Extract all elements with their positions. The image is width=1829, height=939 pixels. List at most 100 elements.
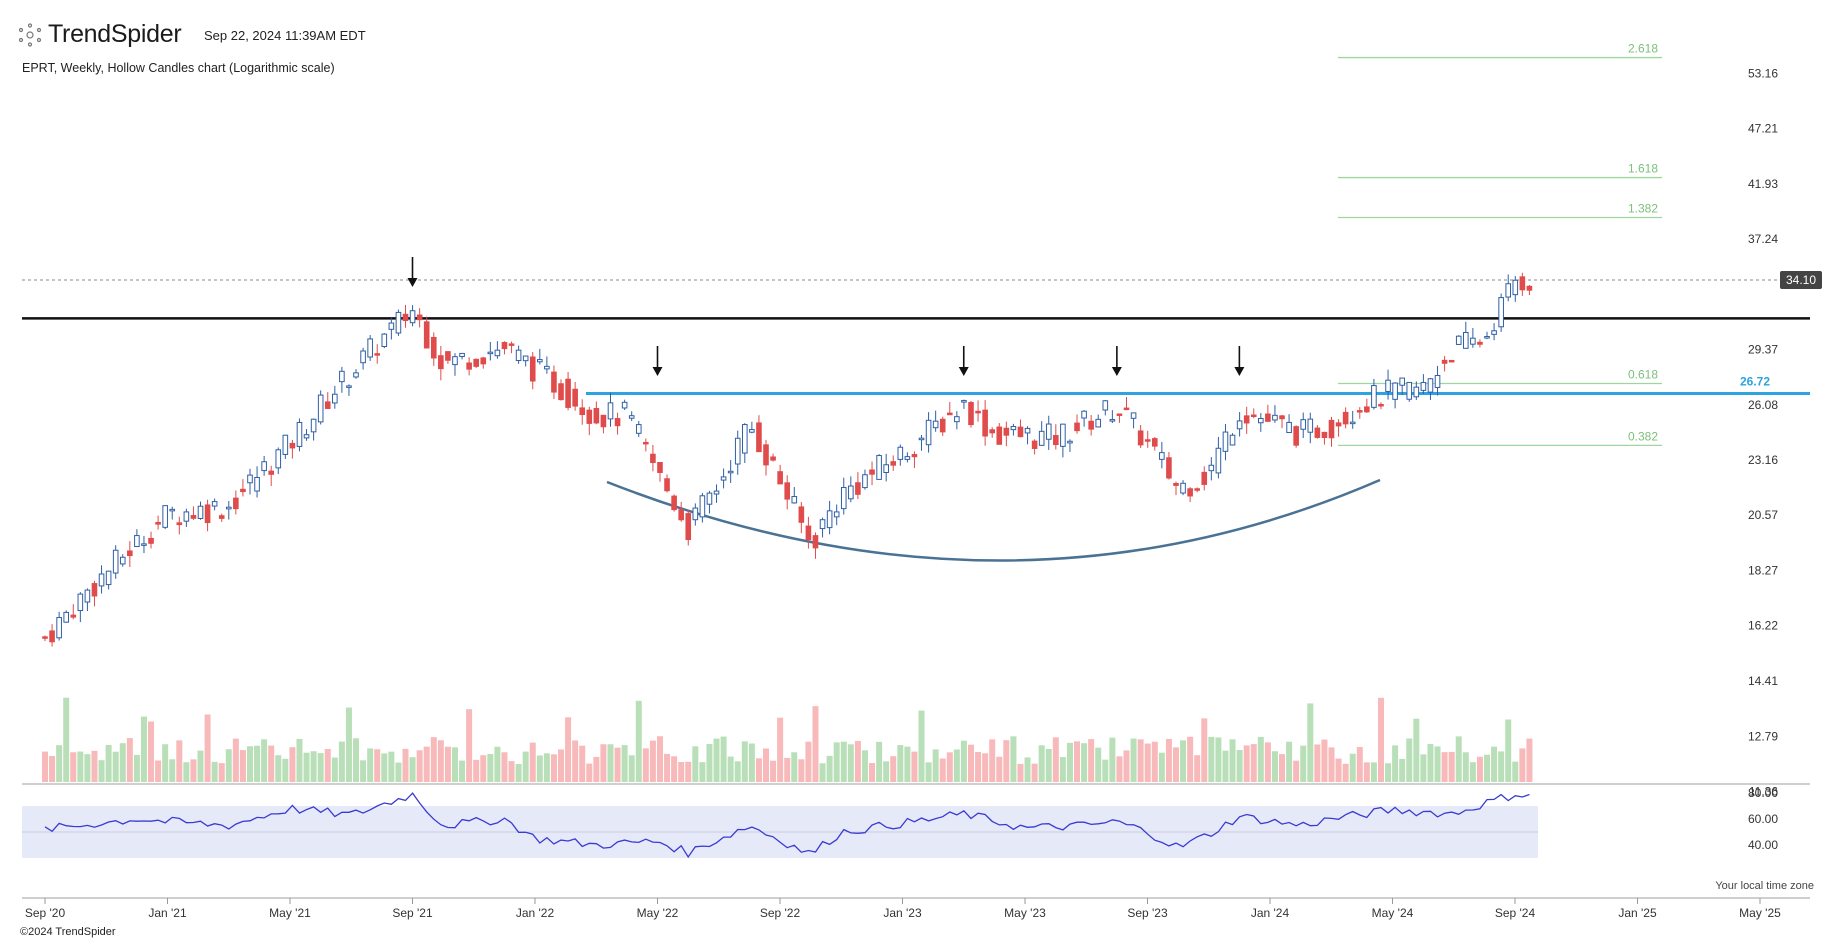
volume-bar bbox=[741, 741, 748, 782]
candle-body bbox=[268, 470, 274, 475]
volume-bar bbox=[501, 752, 508, 782]
volume-bar bbox=[522, 751, 529, 782]
candle-body bbox=[1498, 297, 1504, 328]
volume-bar bbox=[1180, 740, 1187, 782]
candle-body bbox=[770, 456, 776, 461]
x-tick-label: Jan '21 bbox=[148, 906, 187, 920]
candle-body bbox=[883, 464, 889, 473]
volume-bar bbox=[254, 745, 261, 782]
candle-body bbox=[317, 394, 324, 423]
candle-body bbox=[614, 417, 621, 427]
candle-body bbox=[586, 409, 593, 424]
volume-bar bbox=[621, 745, 628, 782]
volume-bar bbox=[1293, 760, 1300, 782]
candle-body bbox=[1434, 374, 1441, 388]
candle-body bbox=[261, 461, 267, 472]
candle-body bbox=[1300, 419, 1307, 430]
last-price-badge bbox=[1780, 271, 1822, 289]
candle-body bbox=[296, 421, 303, 447]
candle-body bbox=[961, 400, 967, 403]
candle-body bbox=[989, 429, 996, 434]
volume-bar bbox=[1512, 761, 1519, 782]
candle-body bbox=[42, 636, 48, 639]
volume-bar bbox=[671, 756, 678, 782]
volume-bar bbox=[1229, 739, 1236, 782]
candle-body bbox=[225, 506, 232, 510]
timezone-note: Your local time zone bbox=[1715, 880, 1814, 892]
volume-bar bbox=[1406, 738, 1413, 782]
candle-body bbox=[1356, 410, 1363, 413]
volume-bar bbox=[1434, 746, 1441, 782]
candle-body bbox=[240, 488, 246, 493]
volume-bar bbox=[360, 760, 367, 782]
candle-body bbox=[1477, 341, 1483, 345]
volume-bar bbox=[1187, 736, 1194, 782]
volume-bar bbox=[791, 752, 798, 782]
candle-body bbox=[643, 441, 649, 445]
volume-bar bbox=[614, 747, 621, 782]
candle-body bbox=[1371, 385, 1377, 408]
volume-bar bbox=[558, 749, 565, 782]
price-tick-label: 23.16 bbox=[1748, 453, 1778, 467]
volume-bar bbox=[169, 759, 176, 782]
candle-body bbox=[996, 426, 1003, 445]
volume-bar bbox=[1526, 738, 1533, 782]
volume-bar bbox=[388, 751, 395, 782]
volume-bar bbox=[982, 753, 989, 782]
candle-body bbox=[1215, 447, 1222, 474]
candle-body bbox=[607, 402, 614, 420]
arrow-marker-head bbox=[958, 367, 969, 376]
copyright: ©2024 TrendSpider bbox=[20, 926, 116, 938]
candle-body bbox=[459, 352, 465, 357]
candle-body bbox=[918, 437, 925, 441]
candle-body bbox=[819, 519, 826, 530]
trendspider-logo: TrendSpider bbox=[18, 20, 182, 49]
volume-bar bbox=[480, 755, 487, 782]
volume-bar bbox=[49, 756, 56, 782]
fib-level-label: 0.618 bbox=[1628, 367, 1658, 381]
candle-body bbox=[1286, 421, 1292, 434]
volume-bar bbox=[162, 744, 169, 782]
volume-bar bbox=[1363, 762, 1370, 782]
x-tick-label: May '23 bbox=[1004, 906, 1046, 920]
brand-name: TrendSpider bbox=[48, 20, 182, 48]
candle-body bbox=[1095, 418, 1102, 428]
candle-body bbox=[409, 310, 416, 324]
rsi-line bbox=[44, 792, 1530, 859]
candle-body bbox=[1074, 422, 1080, 432]
candle-body bbox=[381, 333, 388, 347]
candle-body bbox=[855, 482, 861, 495]
candle-body bbox=[112, 549, 119, 574]
volume-bar bbox=[338, 741, 345, 782]
fib-level-label: 1.382 bbox=[1628, 202, 1658, 216]
candle-body bbox=[522, 355, 529, 362]
volume-bar bbox=[755, 758, 762, 782]
volume-bar bbox=[268, 745, 275, 782]
volume-bar bbox=[1222, 750, 1229, 782]
candle-body bbox=[1378, 403, 1384, 407]
volume-bar bbox=[1236, 750, 1243, 782]
volume-bar bbox=[275, 755, 282, 782]
candle-body bbox=[1081, 410, 1087, 419]
volume-bar bbox=[310, 751, 317, 782]
volume-bar bbox=[261, 739, 268, 782]
candle-body bbox=[946, 412, 953, 416]
candle-body bbox=[678, 509, 684, 521]
volume-bar bbox=[42, 751, 48, 782]
candle-body bbox=[699, 495, 706, 518]
candle-body bbox=[176, 522, 183, 526]
candle-body bbox=[1427, 378, 1434, 393]
candle-body bbox=[1031, 440, 1038, 449]
candle-body bbox=[600, 414, 607, 428]
volume-bar bbox=[996, 756, 1003, 782]
volume-bar bbox=[494, 746, 501, 782]
volume-bar bbox=[232, 738, 239, 782]
candle-body bbox=[1314, 427, 1321, 438]
candle-body bbox=[70, 614, 77, 618]
volume-bar bbox=[1385, 763, 1392, 782]
volume-bar bbox=[840, 741, 847, 782]
candle-body bbox=[1166, 457, 1172, 479]
volume-bar bbox=[883, 761, 890, 782]
volume-bar bbox=[890, 756, 897, 782]
